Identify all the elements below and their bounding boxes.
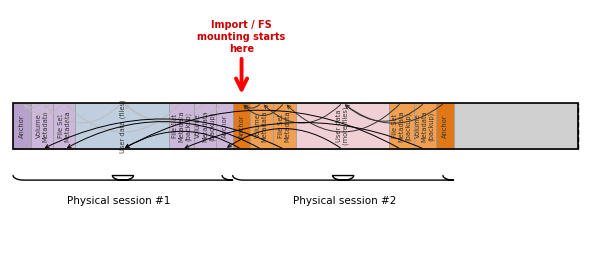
Bar — [414, 103, 436, 149]
Text: File Set
Metadata: File Set Metadata — [278, 110, 291, 142]
Bar — [217, 103, 232, 149]
Text: Physical session #1: Physical session #1 — [67, 196, 171, 206]
Text: Volume
Metadata: Volume Metadata — [255, 110, 268, 142]
Text: Import / FS
mounting starts
here: Import / FS mounting starts here — [198, 20, 286, 53]
Bar — [296, 103, 389, 149]
Bar — [436, 103, 454, 149]
Text: Volume
Metadata
(backup): Volume Metadata (backup) — [415, 110, 434, 142]
Text: File Set
Metadata
(backup): File Set Metadata (backup) — [392, 110, 411, 142]
Bar — [76, 103, 169, 149]
Bar — [13, 103, 31, 149]
Bar — [13, 103, 578, 149]
Text: User data (files): User data (files) — [119, 99, 126, 153]
Text: Anchor: Anchor — [19, 114, 25, 138]
Text: File Set
Metadata: File Set Metadata — [58, 110, 70, 142]
Bar — [389, 103, 414, 149]
Text: Anchor: Anchor — [221, 114, 228, 138]
Bar — [273, 103, 296, 149]
Bar — [250, 103, 273, 149]
Bar — [31, 103, 53, 149]
Bar — [194, 103, 217, 149]
Text: User data
(more files): User data (more files) — [336, 107, 349, 145]
Bar — [169, 103, 194, 149]
Text: File Set
Metadata
(backup): File Set Metadata (backup) — [172, 110, 191, 142]
Text: Anchor: Anchor — [238, 114, 245, 138]
Text: Volume
Metadata
(backup): Volume Metadata (backup) — [195, 110, 215, 142]
Text: Anchor: Anchor — [442, 114, 448, 138]
Text: Physical session #2: Physical session #2 — [293, 196, 396, 206]
Bar — [232, 103, 250, 149]
Bar — [53, 103, 76, 149]
Text: Volume
Metadata: Volume Metadata — [35, 110, 48, 142]
Bar — [454, 103, 578, 149]
